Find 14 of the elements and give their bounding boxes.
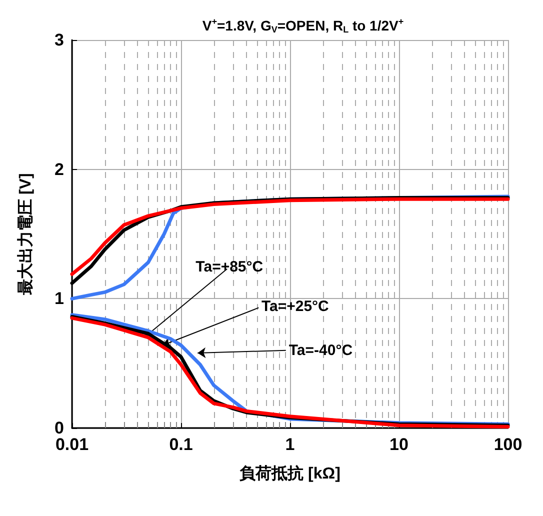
annotation: Ta=+25°C [261, 298, 330, 316]
annotation: Ta=-40°C [288, 342, 353, 359]
y-tick-label: 3 [54, 30, 64, 50]
x-tick-label: 10 [390, 435, 408, 454]
x-tick-label: 0.01 [55, 435, 89, 454]
x-tick-label: 100 [494, 435, 522, 454]
x-axis-title: 負荷抵抗 [kΩ] [240, 464, 340, 482]
x-tick-label: 1 [285, 435, 295, 454]
annotation: Ta=+85°C [196, 258, 264, 276]
y-tick-label: 2 [54, 160, 64, 179]
y-tick-label: 1 [54, 289, 64, 308]
x-tick-label: 0.1 [169, 435, 193, 454]
y-tick-label: 0 [54, 418, 64, 438]
y-axis-title: 最大出力電圧 [V] [16, 173, 34, 296]
